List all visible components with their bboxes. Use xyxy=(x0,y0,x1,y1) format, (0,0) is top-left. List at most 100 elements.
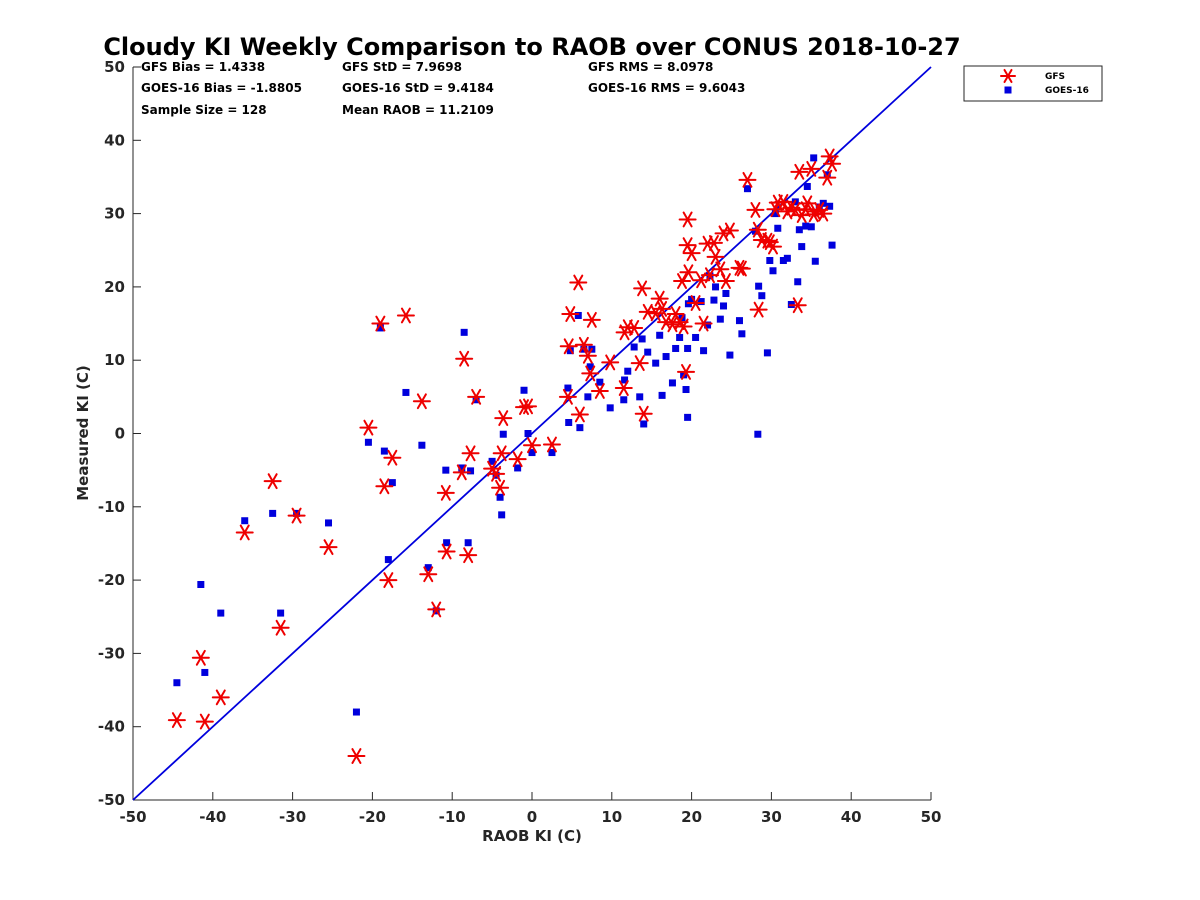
y-tick-label: -10 xyxy=(98,498,125,516)
gfs-point xyxy=(319,539,338,556)
gfs-point xyxy=(720,222,739,239)
gfs-point-stroke xyxy=(670,306,681,322)
gfs-point-stroke xyxy=(618,380,629,396)
y-tick-label: 40 xyxy=(104,131,125,149)
gfs-point-stroke xyxy=(291,507,302,524)
gfs-point-stroke xyxy=(792,297,803,314)
goes16-point xyxy=(565,419,573,427)
x-tick-label: 50 xyxy=(921,808,942,826)
goes16-point xyxy=(720,302,728,310)
stats-block: GFS Bias = 1.4338 GFS StD = 7.9698 GFS R… xyxy=(141,60,745,117)
goes16-point xyxy=(173,679,181,687)
gfs-point xyxy=(455,350,474,367)
goes16-point xyxy=(325,519,333,527)
goes16-point xyxy=(388,479,396,487)
gfs-point-stroke xyxy=(634,355,645,372)
gfs-point xyxy=(601,354,620,371)
goes16-point xyxy=(769,267,777,275)
gfs-point-stroke xyxy=(667,316,678,333)
goes16-point xyxy=(467,467,475,475)
x-tick-label: 10 xyxy=(601,808,622,826)
gfs-point xyxy=(630,355,649,372)
goes16-point xyxy=(763,349,771,357)
gfs-point-stroke xyxy=(195,649,206,666)
gfs-point-stroke xyxy=(750,202,761,218)
gfs-point-stroke xyxy=(682,211,693,228)
gfs-point xyxy=(678,211,697,228)
y-tick-label: 10 xyxy=(104,351,125,369)
gfs-point xyxy=(371,315,390,332)
gfs-point-stroke xyxy=(822,169,833,186)
gfs-point xyxy=(427,601,446,618)
gfs-point-stroke xyxy=(267,473,278,490)
gfs-point xyxy=(802,160,821,177)
gfs-point xyxy=(818,169,837,186)
gfs-point xyxy=(419,566,438,583)
gfs-point xyxy=(790,163,809,180)
gfs-point-stroke xyxy=(715,261,726,278)
gfs-point-stroke xyxy=(753,301,764,318)
goes16-point xyxy=(735,317,743,325)
gfs-point-stroke xyxy=(752,221,763,238)
gfs-point xyxy=(461,445,480,462)
gfs-point-stroke xyxy=(827,155,838,172)
stat-goes-std: GOES-16 StD = 9.4184 xyxy=(342,81,494,95)
goes16-point xyxy=(811,257,819,265)
gfs-point xyxy=(716,273,735,289)
goes16-point xyxy=(548,449,556,457)
gfs-point-stroke xyxy=(657,300,668,317)
gfs-point xyxy=(359,419,378,436)
goes16-point xyxy=(810,154,818,162)
goes16-point xyxy=(652,359,660,367)
gfs-point-stroke xyxy=(698,315,709,332)
goes16-point xyxy=(755,282,763,290)
stat-sample-size: Sample Size = 128 xyxy=(141,103,267,117)
gfs-point-stroke xyxy=(605,354,616,371)
gfs-point xyxy=(167,712,186,729)
goes16-point xyxy=(823,171,831,179)
stat-gfs-std: GFS StD = 7.9698 xyxy=(342,60,462,74)
gfs-point-stroke xyxy=(491,465,502,482)
x-axis-label: RAOB KI (C) xyxy=(482,827,582,845)
goes16-point xyxy=(704,321,712,329)
goes16-point xyxy=(771,210,779,218)
x-tick-label: -10 xyxy=(439,808,466,826)
goes16-point xyxy=(520,386,528,394)
goes16-point xyxy=(700,347,708,355)
gfs-point xyxy=(396,307,415,324)
goes16-point xyxy=(656,331,664,339)
gfs-point-stroke xyxy=(637,280,648,297)
gfs-point xyxy=(653,300,672,317)
gfs-point xyxy=(570,406,589,423)
gfs-point xyxy=(574,336,593,353)
x-tick-label: -30 xyxy=(279,808,306,826)
gfs-point-stroke xyxy=(563,338,574,355)
stat-gfs-rms: GFS RMS = 8.0978 xyxy=(588,60,713,74)
goes16-point xyxy=(638,335,646,343)
goes16-point xyxy=(630,343,638,351)
x-tick-label: 0 xyxy=(527,808,537,826)
gfs-point-stroke xyxy=(578,336,589,353)
data-points xyxy=(167,148,842,764)
gfs-point xyxy=(569,274,588,291)
legend-goes16-square xyxy=(1004,86,1012,94)
goes16-point xyxy=(672,344,680,352)
gfs-point xyxy=(379,572,398,589)
gfs-point xyxy=(732,260,751,277)
goes16-point xyxy=(798,243,806,251)
goes16-point xyxy=(201,668,209,676)
gfs-point-stroke xyxy=(582,347,593,364)
x-tick-label: -20 xyxy=(359,808,386,826)
goes16-point xyxy=(802,222,810,230)
gfs-point xyxy=(271,619,290,636)
x-tick-label: 40 xyxy=(841,808,862,826)
gfs-point-stroke xyxy=(677,273,688,289)
gfs-point-stroke xyxy=(720,273,731,289)
goes16-point xyxy=(766,257,774,265)
gfs-point-stroke xyxy=(431,601,442,618)
goes16-point xyxy=(779,257,787,265)
gfs-point-stroke xyxy=(806,160,817,177)
y-axis-label: Measured KI (C) xyxy=(74,365,92,501)
goes16-point xyxy=(364,438,372,446)
legend-marker-goes16 xyxy=(1004,86,1012,94)
